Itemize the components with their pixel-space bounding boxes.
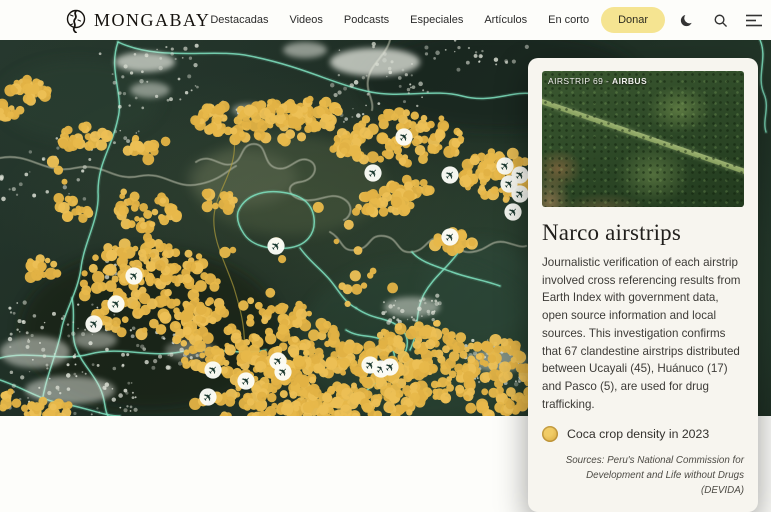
main-nav: Destacadas Videos Podcasts Especiales Ar… xyxy=(210,14,589,26)
airstrip-marker[interactable]: ✈ xyxy=(441,166,459,184)
airstrip-marker[interactable]: ✈ xyxy=(441,228,459,246)
panel-title: Narco airstrips xyxy=(542,220,682,245)
airstrip-marker[interactable]: ✈ xyxy=(395,128,413,146)
airstrip-marker[interactable]: ✈ xyxy=(504,203,522,221)
airstrip-marker-layer: ✈✈ ✈✈✈✈✈✈✈✈✈✈✈✈✈✈✈✈✈✈✈ xyxy=(85,128,529,406)
airstrip-marker[interactable]: ✈ xyxy=(496,157,514,175)
airstrip-marker[interactable]: ✈ xyxy=(125,267,143,285)
nav-item-en-corto[interactable]: En corto xyxy=(548,14,590,26)
legend-row: Coca crop density in 2023 xyxy=(542,425,744,442)
coca-density-layer xyxy=(0,74,540,416)
airstrip-marker[interactable]: ✈ xyxy=(511,185,529,203)
brand-name: MONGABAY xyxy=(94,9,211,30)
donate-button[interactable]: Donar xyxy=(601,7,666,33)
airstrip-marker[interactable]: ✈ xyxy=(85,315,103,333)
search-icon[interactable] xyxy=(712,12,729,29)
nav-item-podcasts[interactable]: Podcasts xyxy=(343,14,390,26)
coca-density-legend-icon xyxy=(542,425,558,442)
header-icons xyxy=(678,12,763,29)
photo-caption: AIRSTRIP 69 - AIRBUS xyxy=(548,76,648,86)
nav-item-articulos[interactable]: Artículos xyxy=(484,14,528,26)
panel-description: Journalistic verification of each airstr… xyxy=(542,256,741,411)
airstrip-marker[interactable]: ✈ xyxy=(381,358,399,376)
nav-item-especiales[interactable]: Especiales xyxy=(410,14,464,26)
map-layers: ✈✈ ✈✈✈✈✈✈✈✈✈✈✈✈✈✈✈✈✈✈✈ xyxy=(0,40,769,416)
mongabay-logo[interactable]: MONGABAY xyxy=(64,7,210,33)
airstrip-marker[interactable]: ✈ xyxy=(204,361,222,379)
sources-note: Sources: Peru's National Commission for … xyxy=(565,454,744,496)
airstrip-satellite-photo: AIRSTRIP 69 - AIRBUS xyxy=(542,71,744,207)
gecko-icon xyxy=(66,9,86,33)
menu-icon[interactable] xyxy=(746,12,763,29)
moon-icon[interactable] xyxy=(678,12,695,29)
airstrip-marker[interactable]: ✈ xyxy=(237,372,255,390)
nav-item-destacadas[interactable]: Destacadas xyxy=(210,14,269,26)
airstrip-marker[interactable]: ✈ xyxy=(274,363,292,381)
legend-label: Coca crop density in 2023 xyxy=(567,426,710,441)
airstrip-marker[interactable]: ✈ xyxy=(267,237,285,255)
road-layer xyxy=(213,137,245,353)
airstrip-marker[interactable]: ✈ xyxy=(107,295,125,313)
site-header: MONGABAY Destacadas Videos Podcasts Espe… xyxy=(0,0,771,40)
info-panel: AIRSTRIP 69 - AIRBUS Narco airstrips Jou… xyxy=(528,58,758,512)
airstrip-marker[interactable]: ✈ xyxy=(199,388,217,406)
nav-item-videos[interactable]: Videos xyxy=(289,14,323,26)
airstrip-marker[interactable]: ✈ xyxy=(364,164,382,182)
airstrip-marker[interactable]: ✈ xyxy=(500,175,518,193)
